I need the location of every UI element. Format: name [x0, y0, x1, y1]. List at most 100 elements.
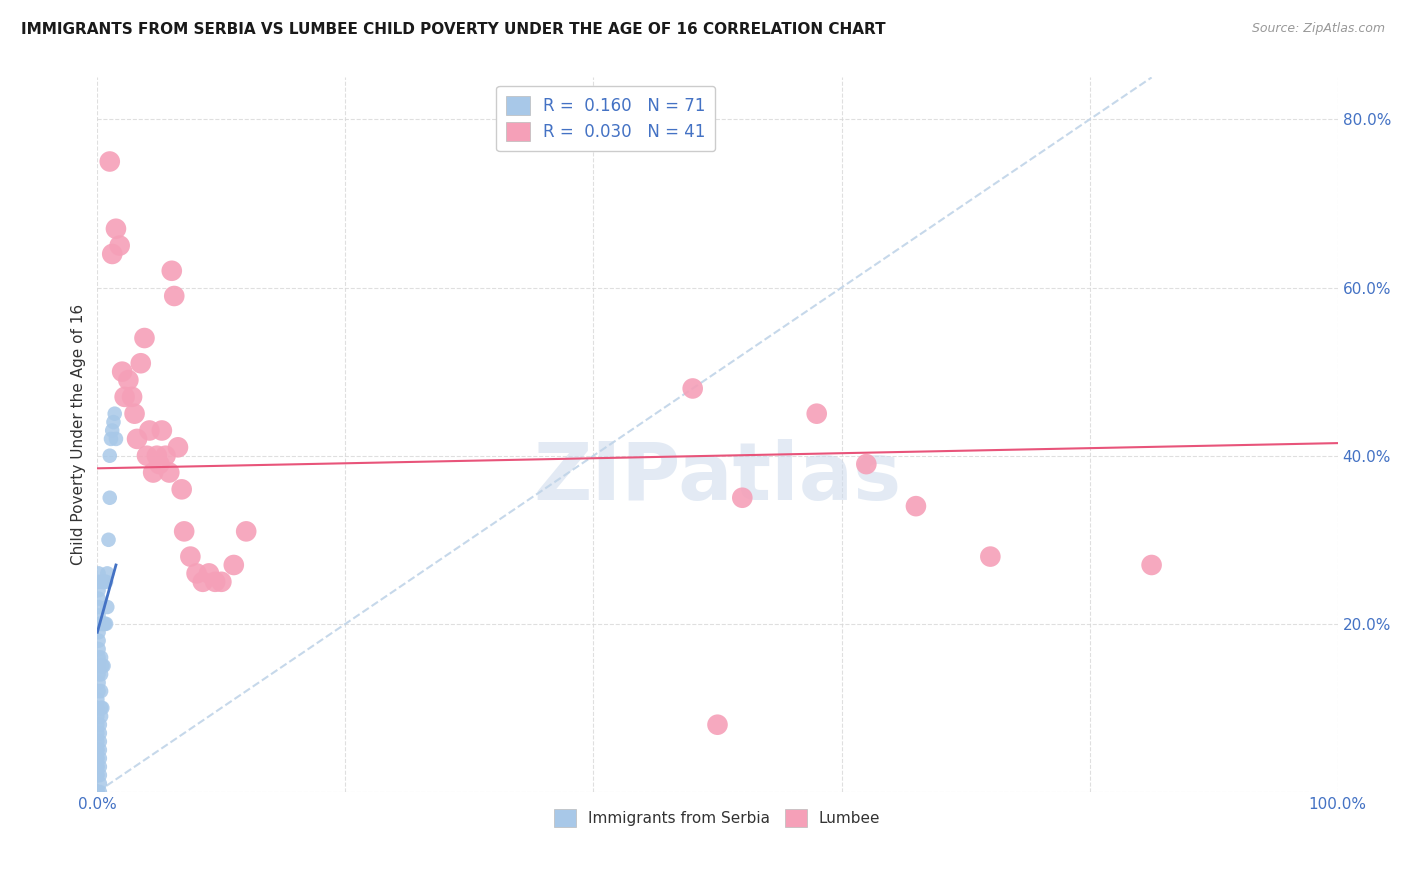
Point	[89, 768, 111, 782]
Point	[87, 591, 110, 606]
Point	[94, 574, 117, 589]
Point	[89, 717, 111, 731]
Point	[138, 424, 160, 438]
Point	[129, 356, 152, 370]
Point	[87, 658, 110, 673]
Point	[87, 608, 110, 623]
Legend: Immigrants from Serbia, Lumbee: Immigrants from Serbia, Lumbee	[547, 801, 889, 834]
Point	[86, 785, 108, 799]
Point	[104, 432, 127, 446]
Point	[90, 616, 112, 631]
Point	[142, 466, 165, 480]
Point	[855, 457, 877, 471]
Point	[170, 483, 193, 497]
Point	[97, 533, 120, 547]
Point	[90, 684, 112, 698]
Point	[198, 566, 221, 581]
Point	[682, 382, 704, 396]
Point	[89, 776, 111, 790]
Point	[146, 449, 169, 463]
Point	[86, 743, 108, 757]
Point	[155, 449, 177, 463]
Point	[806, 407, 828, 421]
Point	[148, 457, 170, 471]
Point	[89, 743, 111, 757]
Point	[96, 600, 118, 615]
Point	[87, 633, 110, 648]
Point	[157, 466, 180, 480]
Point	[103, 415, 125, 429]
Point	[98, 154, 121, 169]
Point	[904, 499, 927, 513]
Point	[89, 785, 111, 799]
Point	[101, 247, 124, 261]
Point	[91, 701, 114, 715]
Point	[93, 616, 115, 631]
Point	[124, 407, 146, 421]
Point	[93, 574, 115, 589]
Point	[706, 717, 728, 731]
Text: ZIPatlas: ZIPatlas	[533, 439, 901, 516]
Point	[89, 751, 111, 765]
Point	[1140, 558, 1163, 572]
Point	[86, 726, 108, 740]
Point	[86, 760, 108, 774]
Point	[96, 566, 118, 581]
Point	[87, 642, 110, 657]
Text: IMMIGRANTS FROM SERBIA VS LUMBEE CHILD POVERTY UNDER THE AGE OF 16 CORRELATION C: IMMIGRANTS FROM SERBIA VS LUMBEE CHILD P…	[21, 22, 886, 37]
Point	[125, 432, 148, 446]
Point	[94, 616, 117, 631]
Point	[86, 701, 108, 715]
Point	[136, 449, 159, 463]
Point	[186, 566, 208, 581]
Point	[87, 650, 110, 665]
Point	[86, 785, 108, 799]
Point	[98, 491, 121, 505]
Point	[121, 390, 143, 404]
Point	[89, 760, 111, 774]
Point	[160, 264, 183, 278]
Y-axis label: Child Poverty Under the Age of 16: Child Poverty Under the Age of 16	[72, 304, 86, 566]
Point	[89, 726, 111, 740]
Point	[91, 616, 114, 631]
Point	[87, 574, 110, 589]
Point	[90, 667, 112, 681]
Point	[163, 289, 186, 303]
Point	[89, 734, 111, 748]
Point	[86, 717, 108, 731]
Point	[94, 574, 117, 589]
Point	[173, 524, 195, 539]
Point	[104, 221, 127, 235]
Point	[91, 574, 114, 589]
Point	[90, 701, 112, 715]
Point	[86, 768, 108, 782]
Text: Source: ZipAtlas.com: Source: ZipAtlas.com	[1251, 22, 1385, 36]
Point	[235, 524, 257, 539]
Point	[117, 373, 139, 387]
Point	[86, 785, 108, 799]
Point	[108, 238, 131, 252]
Point	[86, 760, 108, 774]
Point	[87, 600, 110, 615]
Point	[87, 684, 110, 698]
Point	[98, 449, 121, 463]
Point	[87, 566, 110, 581]
Point	[104, 407, 127, 421]
Point	[86, 734, 108, 748]
Point	[86, 768, 108, 782]
Point	[87, 667, 110, 681]
Point	[101, 424, 124, 438]
Point	[979, 549, 1001, 564]
Point	[87, 675, 110, 690]
Point	[87, 616, 110, 631]
Point	[91, 658, 114, 673]
Point	[90, 709, 112, 723]
Point	[179, 549, 201, 564]
Point	[111, 365, 134, 379]
Point	[134, 331, 156, 345]
Point	[86, 751, 108, 765]
Point	[209, 574, 232, 589]
Point	[86, 743, 108, 757]
Point	[222, 558, 245, 572]
Point	[114, 390, 136, 404]
